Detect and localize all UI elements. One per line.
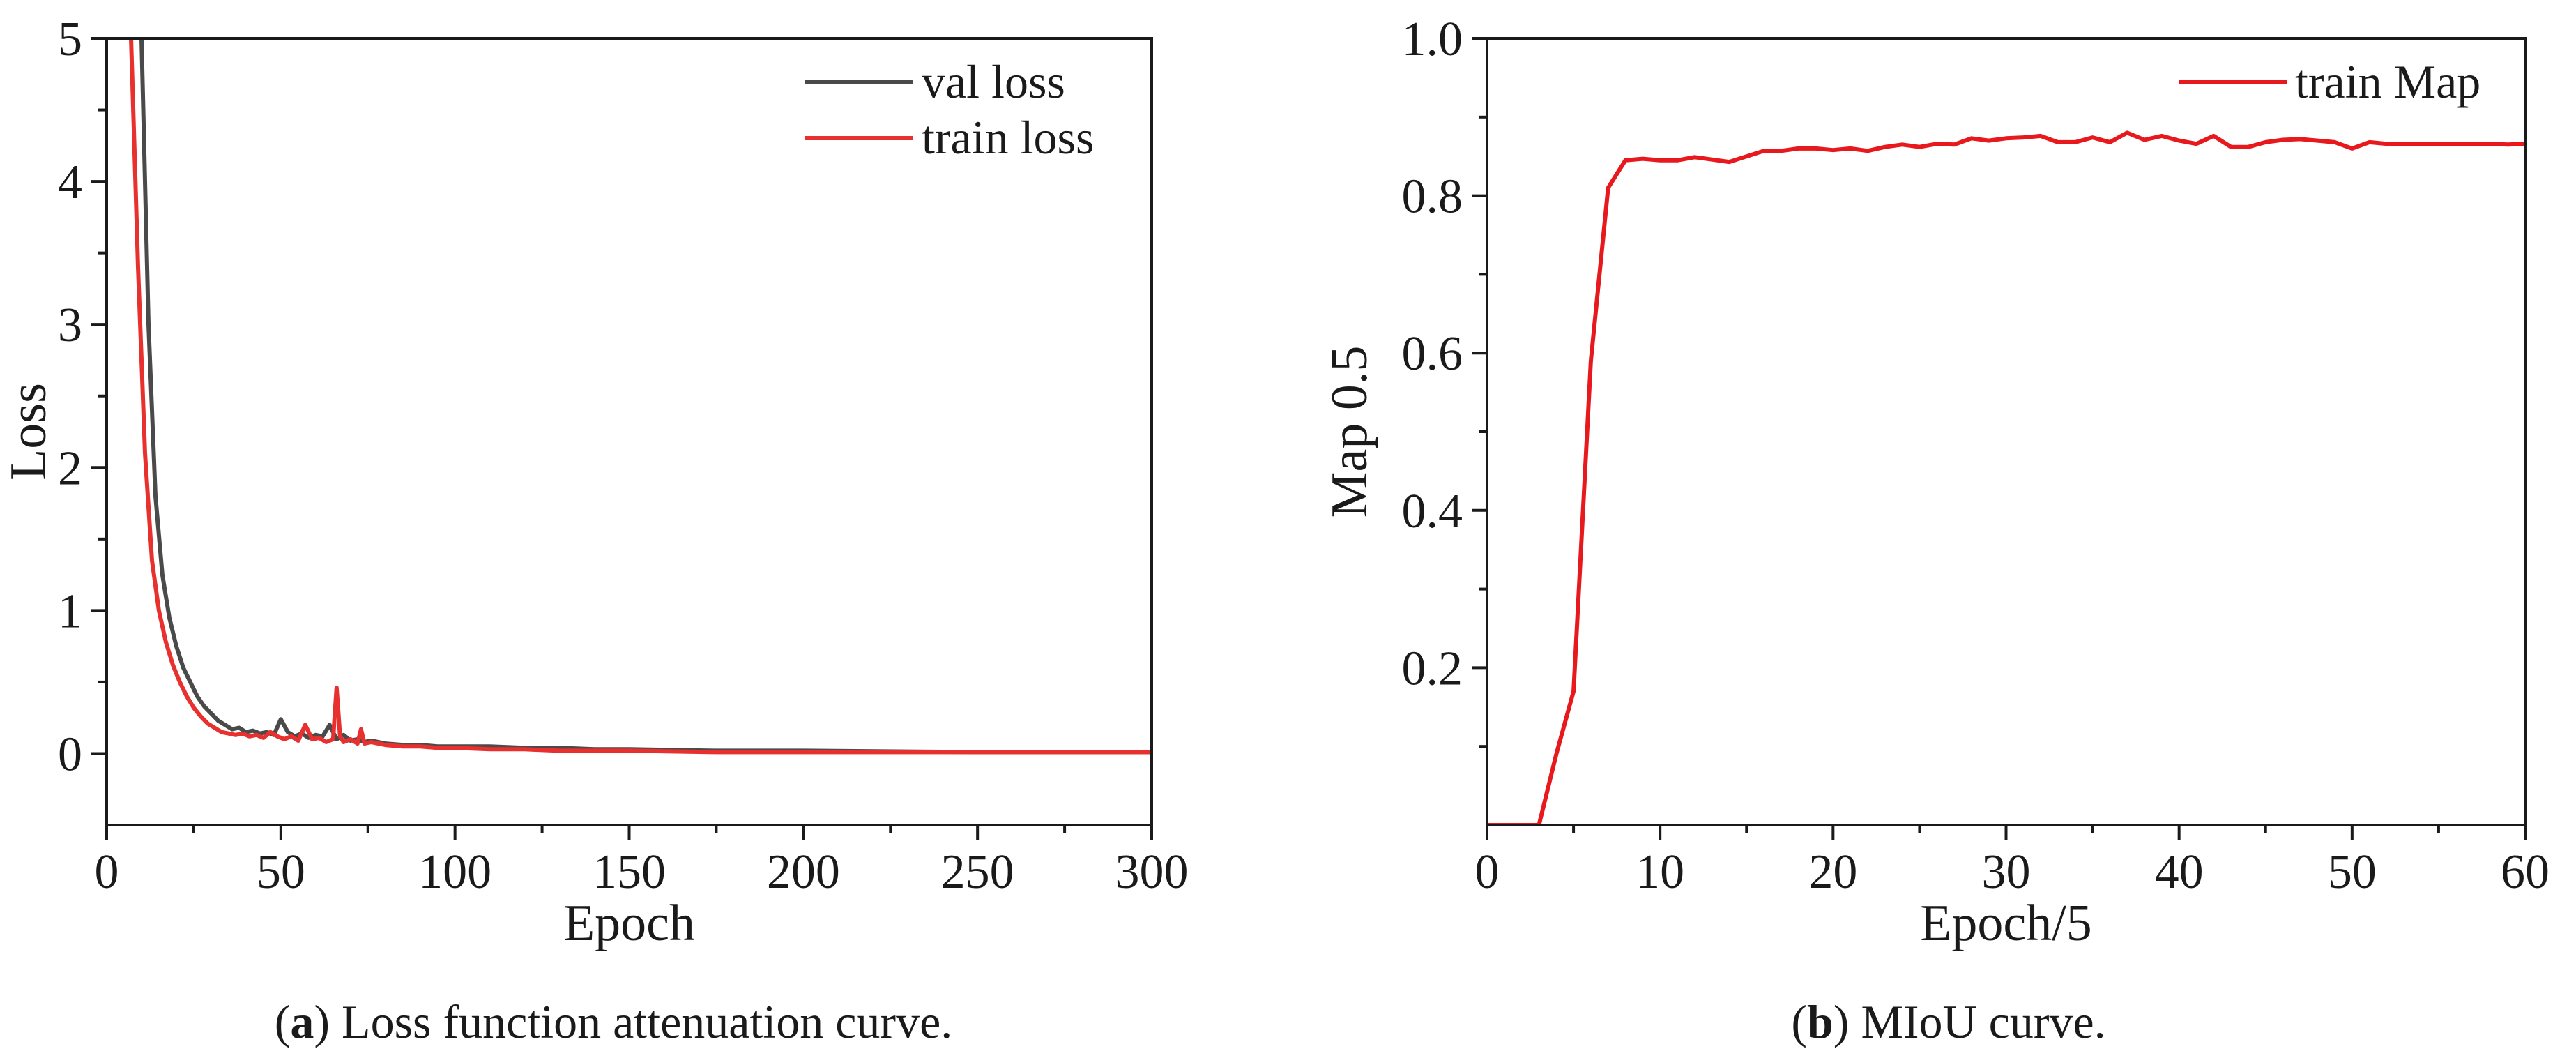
panel-a-x-tick-label: 50 — [257, 845, 305, 899]
panel-b-x-tick-label: 40 — [2155, 845, 2204, 899]
panel-a-series-line-train-loss — [129, 38, 1152, 755]
panel-a-y-tick-label: 2 — [58, 441, 82, 495]
panel-a-series-line-val-loss — [139, 38, 1152, 755]
panel-b-x-tick-label: 50 — [2328, 845, 2377, 899]
panel-a-y-tick-label: 1 — [58, 584, 82, 638]
panel-a-loss-chart: 0 50 100 150 200 250 300 0 1 2 3 4 5 Epoch Loss val los… — [0, 13, 1189, 952]
panel-a-y-tick-label: 3 — [58, 298, 82, 352]
panel-b-map-chart: 0 10 20 30 40 50 60 0.2 0.4 0.6 0.8 1.0 Epoch/5 Map 0… — [1321, 13, 2550, 952]
panel-b-y-axis-label: Map 0.5 — [1321, 346, 1378, 518]
panel-a-x-tick-label: 300 — [1115, 845, 1189, 899]
panel-a-y-tick-label: 5 — [58, 13, 82, 66]
panel-a-x-tick-label: 0 — [95, 845, 119, 899]
panel-b-y-tick-label: 0.8 — [1402, 170, 1463, 224]
panel-b-y-tick-label: 0.4 — [1402, 485, 1463, 538]
panel-b-y-tick-label: 0.2 — [1402, 642, 1463, 695]
caption-a: (a) Loss function attenuation curve. — [275, 995, 953, 1048]
panel-a-x-tick-label: 150 — [593, 845, 666, 899]
panel-b-y-tick-label: 1.0 — [1402, 13, 1463, 66]
panel-a-y-tick-label: 4 — [58, 156, 82, 209]
panel-b-x-tick-label: 10 — [1636, 845, 1684, 899]
panel-b-y-tick-label: 0.6 — [1402, 327, 1463, 381]
panel-a-x-tick-label: 100 — [418, 845, 491, 899]
panel-b-x-tick-label: 0 — [1475, 845, 1500, 899]
panel-a-legend-label: train loss — [922, 111, 1094, 164]
panel-a-y-axis-label: Loss — [0, 383, 57, 481]
caption-b-letter: b — [1807, 995, 1834, 1048]
panel-a-x-axis-label: Epoch — [563, 895, 695, 952]
panel-b-x-tick-label: 30 — [1982, 845, 2031, 899]
panel-b-x-tick-label: 20 — [1808, 845, 1857, 899]
panel-a-x-tick-label: 250 — [941, 845, 1014, 899]
caption-b: (b) MIoU curve. — [1791, 995, 2105, 1048]
caption-a-text: Loss function attenuation curve. — [342, 995, 952, 1048]
panel-b-series-line-train-map — [1487, 130, 2525, 825]
panel-b-x-tick-label: 60 — [2501, 845, 2550, 899]
panel-b-legend-label: train Map — [2295, 55, 2480, 108]
panel-b-x-axis-label: Epoch/5 — [1920, 895, 2092, 952]
panel-a-y-tick-label: 0 — [58, 727, 82, 781]
panel-b-plot-frame — [1486, 37, 2527, 826]
panel-a-legend-label: val loss — [922, 55, 1065, 108]
caption-a-letter: a — [290, 995, 314, 1048]
panel-a-x-tick-label: 200 — [767, 845, 840, 899]
caption-b-text: MIoU curve. — [1861, 995, 2105, 1048]
